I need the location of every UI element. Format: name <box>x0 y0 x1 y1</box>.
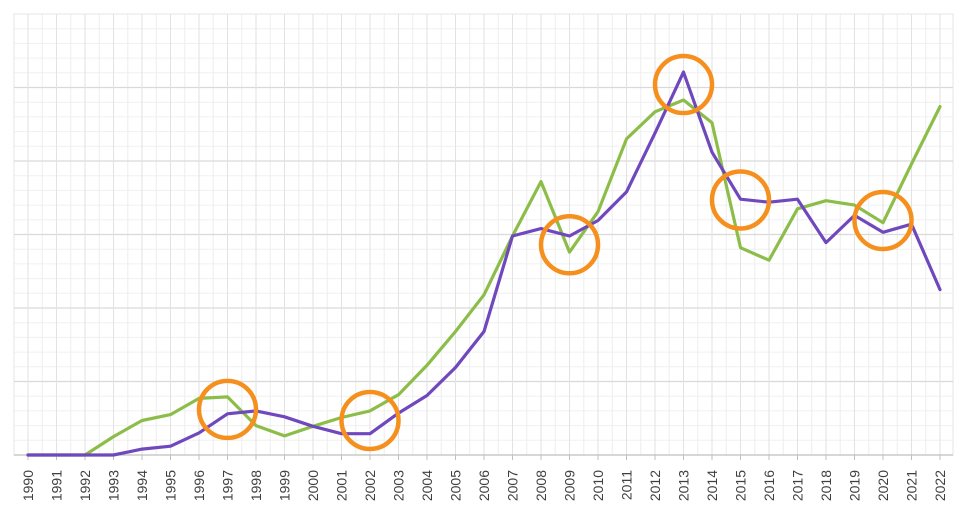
x-tick-label-1992: 1992 <box>77 470 93 501</box>
x-tick-label-2018: 2018 <box>818 470 834 501</box>
series-layer <box>26 70 942 457</box>
x-tick-label-2015: 2015 <box>733 470 749 501</box>
x-tick-label-2011: 2011 <box>619 470 635 500</box>
highlight-circle-2013 <box>652 53 715 116</box>
x-tick-label-1996: 1996 <box>191 470 207 501</box>
x-tick-label-2007: 2007 <box>505 470 521 501</box>
x-tick-label-2000: 2000 <box>305 470 321 501</box>
x-tick-label-2013: 2013 <box>676 470 692 501</box>
x-tick-label-2005: 2005 <box>448 470 464 501</box>
highlight-circle-2015 <box>709 169 772 231</box>
highlight-circle-2020 <box>852 189 914 252</box>
x-tick-label-2006: 2006 <box>476 470 492 501</box>
x-tick-label-2003: 2003 <box>391 470 407 501</box>
highlight-circle-2002 <box>339 389 401 452</box>
x-tick-label-2008: 2008 <box>533 470 549 501</box>
x-tick-label-2017: 2017 <box>790 470 806 501</box>
highlight-circle-2009 <box>538 214 601 276</box>
x-tick-label-1995: 1995 <box>163 470 179 501</box>
series-line-1 <box>26 98 942 457</box>
x-tick-label-1994: 1994 <box>134 470 150 501</box>
x-tick-label-1998: 1998 <box>248 470 264 501</box>
x-tick-label-2004: 2004 <box>419 470 435 501</box>
x-tick-label-1991: 1991 <box>49 470 65 501</box>
x-tick-label-2021: 2021 <box>904 470 920 501</box>
x-tick-label-2020: 2020 <box>875 470 891 501</box>
highlight-circle-1997 <box>196 378 259 441</box>
x-tick-label-2016: 2016 <box>761 470 777 501</box>
x-tick-labels: 1990 1991 1992 1993 1994 1995 1996 1997 1998 1999… <box>20 470 948 501</box>
highlight-markers <box>196 53 914 452</box>
x-axis <box>14 454 953 460</box>
x-tick-label-2001: 2001 <box>334 470 350 501</box>
x-tick-label-2009: 2009 <box>562 470 578 501</box>
x-tick-label-2019: 2019 <box>847 470 863 501</box>
x-tick-label-2010: 2010 <box>590 470 606 501</box>
x-tick-label-1997: 1997 <box>220 470 236 501</box>
x-tick-label-2014: 2014 <box>704 470 720 501</box>
x-tick-label-2012: 2012 <box>647 470 663 501</box>
x-tick-label-1990: 1990 <box>20 470 36 501</box>
x-tick-label-2022: 2022 <box>932 470 948 501</box>
x-tick-label-1999: 1999 <box>277 470 293 501</box>
series-line-2 <box>26 70 942 457</box>
x-tick-label-2002: 2002 <box>362 470 378 501</box>
x-tick-label-1993: 1993 <box>106 470 122 501</box>
